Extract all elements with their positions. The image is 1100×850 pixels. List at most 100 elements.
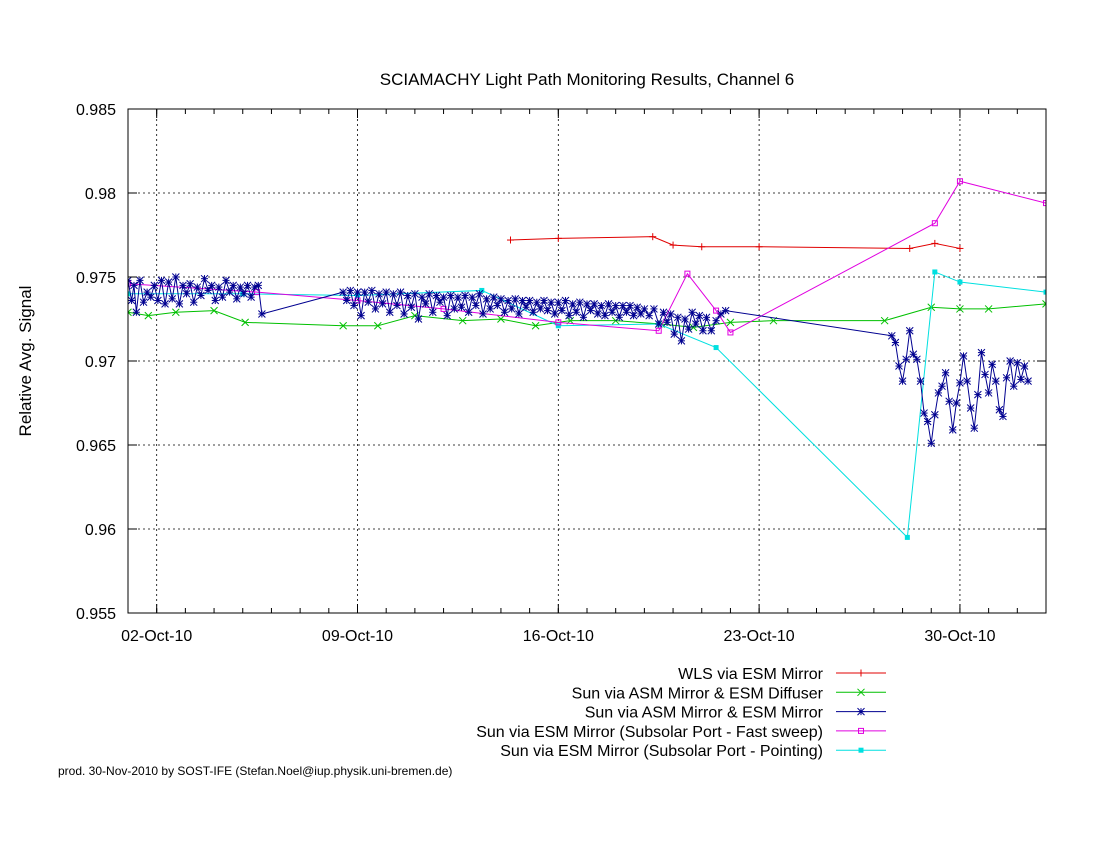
data-point: [913, 355, 921, 364]
data-point: [891, 338, 900, 347]
legend-swatch-marker: [858, 727, 864, 734]
data-point: [966, 404, 975, 412]
data-point: [956, 244, 964, 252]
series-line: [128, 180, 1046, 334]
data-point: [558, 306, 566, 315]
data-point: [254, 281, 263, 290]
data-point: [507, 305, 516, 313]
data-point: [471, 301, 480, 310]
data-point: [232, 294, 241, 303]
data-point: [956, 378, 964, 387]
data-point: [144, 311, 153, 320]
data-point: [482, 294, 491, 303]
data-point: [171, 273, 180, 281]
data-point: [1020, 362, 1029, 370]
legend-label: Sun via ASM Mirror & ESM Mirror: [585, 705, 824, 722]
legend-swatch-marker: [857, 669, 865, 677]
series-5: [128, 269, 1046, 540]
data-point: [536, 305, 545, 313]
data-point: [464, 308, 473, 317]
data-point: [579, 313, 588, 322]
data-point: [974, 390, 982, 399]
data-point: [565, 311, 573, 320]
data-point: [479, 287, 485, 293]
data-point: [247, 293, 255, 302]
data-point: [450, 305, 459, 313]
data-point: [698, 243, 706, 251]
data-point: [547, 298, 555, 307]
data-point: [1017, 375, 1025, 384]
y-tick-label: 0.97: [85, 354, 116, 371]
axis-ticks: 0.955 0.96 0.965 0.97 0.975 0.98 0.985 02-Oct-1…: [76, 102, 1047, 645]
data-point: [645, 311, 654, 320]
data-point: [887, 331, 896, 340]
data-point: [218, 293, 227, 302]
data-point: [130, 281, 138, 290]
data-point: [629, 311, 638, 320]
data-point: [146, 293, 155, 302]
data-point: [666, 310, 675, 318]
data-point: [540, 296, 548, 305]
data-point: [150, 281, 159, 290]
data-point: [525, 296, 534, 305]
data-point: [346, 286, 355, 295]
legend-item: Sun via ESM Mirror (Subsolar Port - Poin…: [500, 743, 886, 760]
data-point: [407, 303, 416, 312]
data-point: [143, 288, 151, 296]
data-point: [168, 294, 177, 303]
data-point: [988, 360, 997, 369]
data-point: [995, 405, 1004, 414]
data-point: [669, 241, 677, 249]
data-point: [695, 311, 704, 320]
data-point: [895, 362, 903, 370]
data-point: [909, 350, 918, 359]
series-1: [507, 233, 964, 252]
data-point: [454, 293, 462, 302]
data-point: [493, 301, 502, 310]
data-point: [350, 301, 358, 310]
data-point: [457, 303, 466, 312]
data-point: [572, 308, 581, 317]
y-tick-label: 0.985: [76, 102, 116, 119]
data-point: [941, 368, 950, 377]
data-point: [1013, 358, 1022, 367]
data-point: [555, 323, 561, 329]
data-point: [681, 315, 689, 323]
chart-title: SCIAMACHY Light Path Monitoring Results,…: [380, 70, 795, 89]
data-point: [880, 316, 889, 325]
data-point: [1024, 377, 1032, 386]
legend-label: Sun via ASM Mirror & ESM Diffuser: [572, 685, 824, 702]
data-point: [931, 220, 938, 227]
legend-label: WLS via ESM Mirror: [678, 666, 824, 683]
data-point: [371, 305, 380, 313]
data-point: [1042, 300, 1046, 308]
data-point: [339, 288, 348, 296]
data-point: [1043, 289, 1046, 295]
x-tick-label: 02-Oct-10: [121, 628, 192, 645]
data-point: [615, 313, 624, 322]
data-point: [132, 308, 141, 317]
y-tick-label: 0.98: [85, 186, 116, 203]
legend-item: WLS via ESM Mirror: [678, 666, 886, 683]
data-point: [200, 274, 209, 283]
data-point: [948, 426, 957, 434]
data-point: [663, 318, 671, 327]
data-point: [691, 320, 700, 328]
data-point: [726, 318, 735, 327]
data-point: [367, 286, 376, 295]
data-point: [339, 321, 348, 330]
data-point: [932, 269, 938, 275]
data-point: [497, 294, 505, 303]
data-point: [655, 327, 662, 334]
data-point: [128, 296, 136, 305]
data-point: [529, 308, 538, 317]
data-point: [400, 310, 408, 318]
data-point: [211, 296, 220, 305]
data-point: [443, 311, 452, 320]
data-point: [486, 305, 495, 313]
data-point: [640, 305, 649, 313]
data-point: [411, 289, 419, 298]
legend-swatch-marker: [858, 747, 864, 753]
data-point: [554, 298, 563, 307]
data-point: [952, 399, 961, 407]
